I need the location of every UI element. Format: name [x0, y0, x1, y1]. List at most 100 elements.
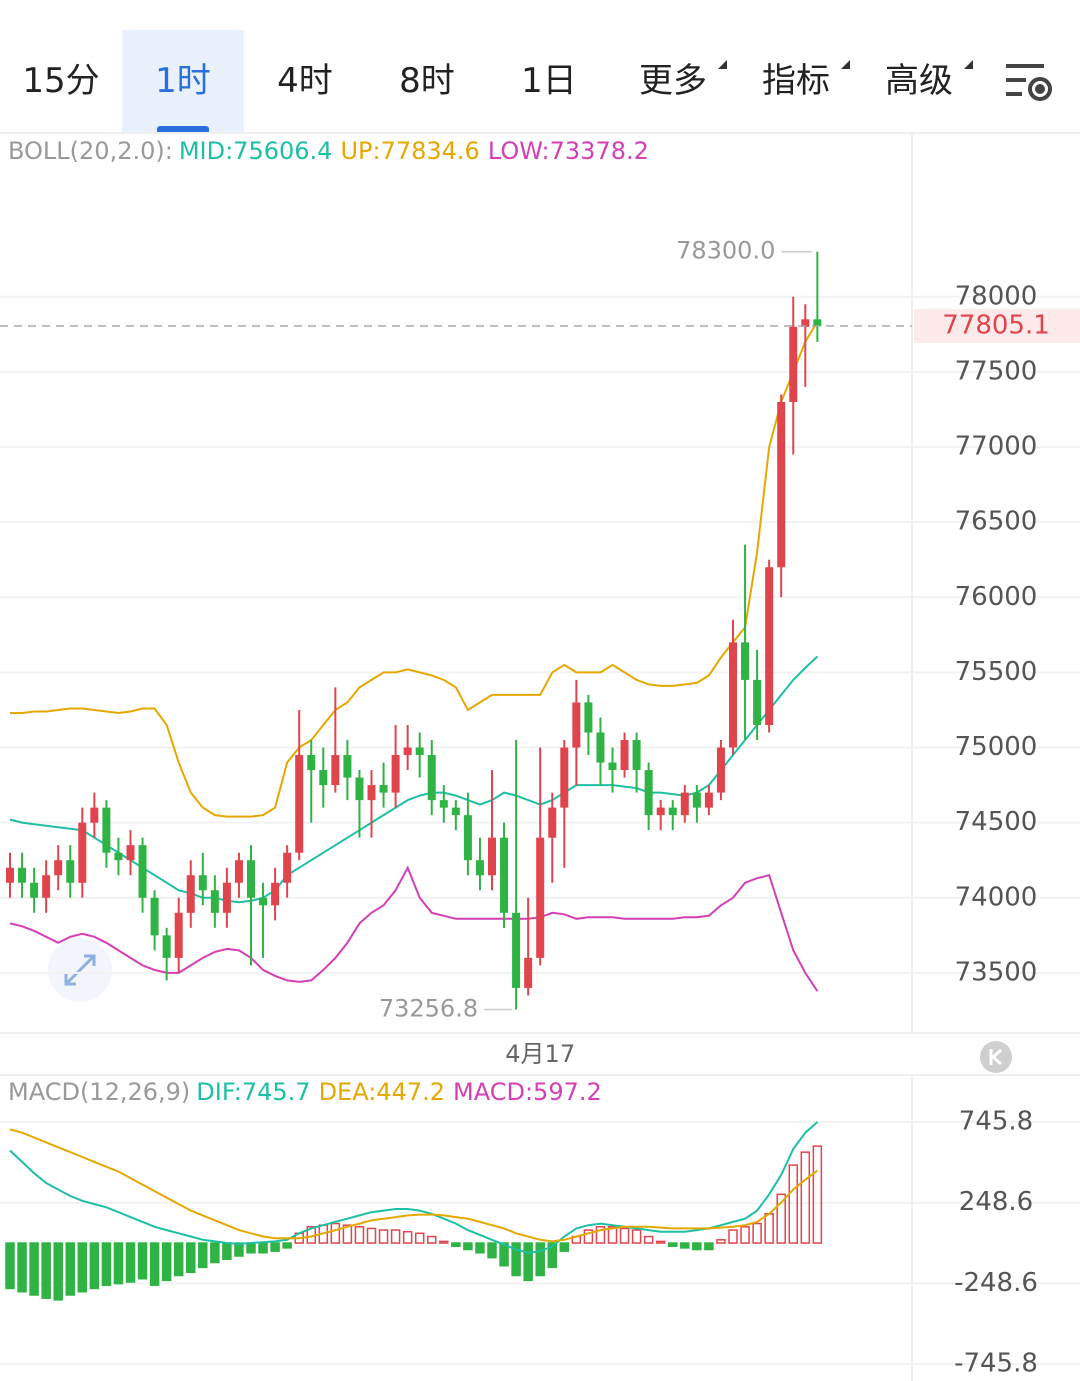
tab[interactable]: 指标 — [762, 61, 830, 101]
candle-body — [488, 837, 496, 876]
macd-bar — [812, 1145, 823, 1244]
tab[interactable]: 高级 — [885, 61, 953, 101]
y-tick-label: 78000 — [955, 281, 1038, 311]
tab[interactable]: 8时 — [399, 61, 455, 101]
candle-body — [355, 777, 364, 801]
legend-entry: MACD:597.2 — [453, 1078, 602, 1106]
last-price-box — [914, 309, 1080, 344]
candle-body — [379, 785, 388, 793]
macd-bar — [29, 1242, 39, 1296]
candle-body — [138, 845, 147, 898]
macd-bar — [704, 1242, 714, 1251]
macd-bar — [125, 1242, 136, 1283]
y-tick-label: -745.8 — [954, 1349, 1038, 1379]
macd-bar — [764, 1213, 774, 1244]
y-tick-label: 76000 — [955, 582, 1038, 612]
macd-bar — [149, 1242, 160, 1286]
candle-body — [584, 702, 593, 733]
candle-body — [789, 326, 798, 402]
tab[interactable]: 15分 — [22, 61, 100, 101]
candle-body — [66, 860, 75, 883]
macd-bar — [740, 1226, 750, 1244]
tab[interactable]: 更多 — [639, 61, 707, 101]
candle-body — [210, 890, 219, 913]
macd-bar — [258, 1242, 268, 1254]
candle-body — [42, 875, 51, 898]
y-tick-label: 74000 — [955, 882, 1038, 912]
macd-bar — [17, 1242, 27, 1293]
candle-body — [704, 792, 713, 808]
macd-bar — [222, 1242, 232, 1261]
y-tick-label: 75000 — [955, 732, 1038, 762]
macd-bar — [414, 1232, 425, 1244]
y-tick-label: -248.6 — [954, 1268, 1038, 1298]
dropdown-arrow — [718, 60, 727, 69]
candle-body — [620, 740, 629, 771]
macd-bar — [5, 1242, 15, 1290]
tab[interactable]: 1日 — [521, 61, 577, 101]
candle-body — [680, 792, 689, 816]
candle-body — [403, 747, 412, 756]
candle-body — [247, 860, 255, 898]
candle-body — [596, 732, 605, 763]
dropdown-arrow — [841, 60, 850, 69]
candle-body — [692, 792, 701, 808]
settings-icon[interactable] — [1006, 64, 1052, 101]
tab[interactable]: 4时 — [277, 61, 333, 101]
macd-bar — [173, 1242, 184, 1277]
candle-body — [259, 897, 268, 906]
tab[interactable]: 1时 — [122, 30, 244, 132]
indicator-label: MACD(12,26,9) — [8, 1078, 190, 1106]
y-tick-label: 248.6 — [959, 1187, 1033, 1217]
candle-body — [777, 401, 786, 568]
macd-bar — [234, 1242, 244, 1257]
candle-body — [150, 897, 159, 936]
candle-body — [283, 852, 292, 883]
candle-body — [186, 875, 195, 913]
macd-bar — [728, 1229, 738, 1244]
macd-bar — [716, 1239, 726, 1244]
expand-icon[interactable] — [48, 938, 112, 1002]
candle-body — [331, 755, 340, 786]
high-label: 78300.0 — [676, 237, 775, 265]
macd-bar — [752, 1222, 762, 1244]
candle-body — [367, 785, 376, 801]
macd-bar — [451, 1242, 461, 1248]
y-tick-label: 76500 — [955, 507, 1038, 537]
candle-body — [126, 845, 135, 861]
candle-body — [234, 860, 243, 883]
candle-body — [801, 319, 810, 327]
macd-bar — [535, 1242, 545, 1277]
candle-body — [548, 807, 557, 838]
macd-bar — [692, 1242, 702, 1251]
dropdown-arrow — [964, 60, 973, 69]
tab-bar: 15分 1时 4时 8时 1日 更多 指标 高级 — [0, 0, 1080, 132]
candle-body — [572, 702, 581, 748]
macd-bar — [198, 1242, 208, 1269]
macd-bar — [523, 1242, 533, 1282]
candle-body — [632, 740, 641, 771]
last-price-label: 77805.1 — [942, 311, 1050, 341]
candle-body — [415, 747, 424, 756]
legend-entry: MID:75606.4 — [179, 137, 333, 165]
candle-body — [729, 642, 737, 748]
macd-bar — [776, 1193, 786, 1244]
macd-bar — [342, 1224, 353, 1244]
candle-body — [765, 567, 774, 725]
y-tick-label: 77000 — [955, 432, 1038, 462]
candle-body — [6, 867, 14, 883]
scroll-end-button[interactable] — [980, 1041, 1012, 1073]
candle-body — [463, 815, 472, 861]
candle-body — [222, 882, 231, 913]
candle-body — [536, 837, 545, 958]
candle-body — [753, 679, 762, 725]
macd-bar — [53, 1242, 63, 1301]
macd-bar — [41, 1242, 51, 1299]
candle-body — [668, 807, 677, 816]
macd-bar — [463, 1242, 473, 1251]
candle-body — [500, 837, 509, 913]
candle-body — [608, 762, 617, 771]
macd-bar — [390, 1229, 401, 1244]
candle-body — [174, 912, 183, 958]
